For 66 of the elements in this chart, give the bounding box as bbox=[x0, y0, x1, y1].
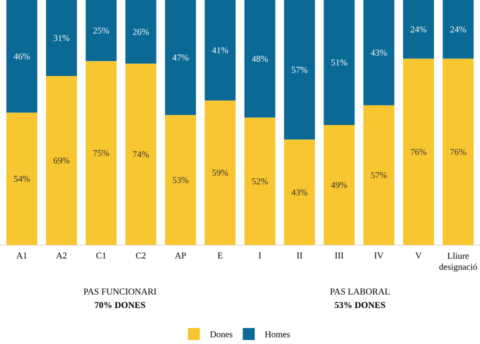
data-label: 24% bbox=[410, 26, 426, 32]
data-label: 51% bbox=[331, 59, 348, 66]
bar bbox=[442, 58, 474, 245]
data-label: 75% bbox=[94, 150, 110, 156]
data-label: 53% bbox=[172, 177, 188, 184]
text: 53% DONES bbox=[334, 302, 386, 308]
data-label: 41% bbox=[212, 47, 228, 54]
bar bbox=[244, 118, 276, 245]
x-tick-label: V bbox=[415, 252, 422, 259]
data-label: 54% bbox=[14, 176, 30, 182]
bar bbox=[442, 0, 474, 59]
legend-label: Homes bbox=[265, 331, 290, 338]
bar bbox=[204, 100, 236, 245]
bar bbox=[125, 0, 156, 64]
data-label: 52% bbox=[252, 178, 268, 184]
bar bbox=[165, 0, 196, 116]
legend-label: Dones bbox=[210, 331, 232, 338]
x-tick-label: C1 bbox=[96, 252, 106, 259]
x-tick-label: Lliure designació bbox=[439, 252, 478, 272]
text: PAS LABORAL bbox=[330, 288, 390, 295]
data-label: 76% bbox=[410, 148, 426, 155]
data-label: 57% bbox=[292, 66, 308, 73]
bar bbox=[6, 112, 38, 245]
data-label: 59% bbox=[212, 170, 228, 176]
x-tick-label: E bbox=[218, 252, 222, 258]
data-label: 43% bbox=[370, 50, 387, 56]
data-label: 48% bbox=[252, 56, 268, 62]
data-label: 47% bbox=[172, 54, 188, 61]
data-label: 43% bbox=[291, 189, 308, 196]
bar bbox=[284, 0, 315, 140]
bar bbox=[165, 115, 196, 245]
x-tick-label: A2 bbox=[56, 252, 66, 258]
x-tick-label: II bbox=[296, 252, 302, 258]
data-label: 31% bbox=[54, 34, 70, 42]
data-label: 25% bbox=[93, 28, 110, 34]
x-tick-label: IV bbox=[374, 252, 384, 259]
bar bbox=[86, 0, 117, 62]
text: 70% DONES bbox=[94, 302, 146, 308]
data-label: 57% bbox=[371, 172, 387, 178]
x-tick-label: I bbox=[258, 252, 262, 258]
bar bbox=[324, 0, 355, 125]
data-label: 69% bbox=[54, 157, 70, 164]
data-label: 24% bbox=[450, 26, 466, 32]
data-label: 76% bbox=[450, 148, 466, 155]
data-label: 46% bbox=[14, 53, 30, 60]
data-label: 26% bbox=[133, 28, 149, 35]
bar bbox=[125, 64, 156, 245]
bar bbox=[403, 58, 434, 245]
bar bbox=[363, 0, 394, 106]
bar bbox=[363, 105, 394, 245]
text: PAS FUNCIONARI bbox=[84, 288, 156, 295]
bar bbox=[46, 76, 77, 245]
x-tick-label: C2 bbox=[136, 252, 146, 259]
bar bbox=[403, 0, 434, 59]
data-label: 74% bbox=[133, 151, 149, 158]
bar bbox=[6, 0, 38, 113]
x-tick-label: A1 bbox=[16, 252, 27, 258]
bar bbox=[86, 61, 117, 245]
bar bbox=[244, 0, 276, 118]
bar bbox=[204, 0, 236, 100]
bar bbox=[324, 124, 355, 245]
bar bbox=[284, 140, 315, 245]
x-tick-label: AP bbox=[174, 252, 186, 258]
x-tick-label: III bbox=[335, 252, 344, 258]
data-label: 49% bbox=[331, 182, 348, 188]
bar bbox=[46, 0, 77, 76]
